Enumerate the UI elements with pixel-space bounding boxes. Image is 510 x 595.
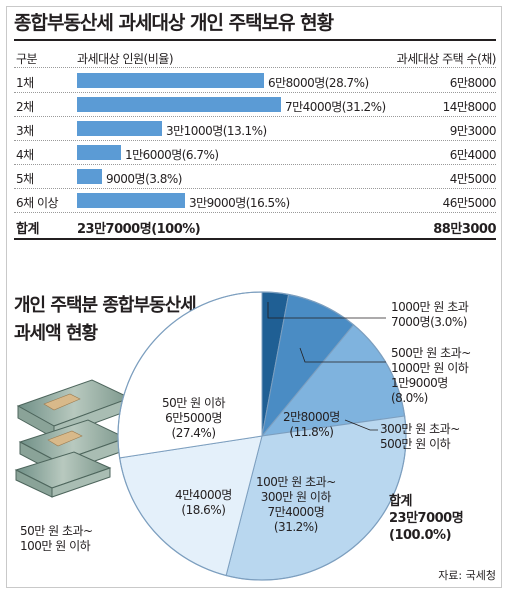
row-label: 1채: [16, 76, 34, 90]
pie-label-3m-5m-range: 300만 원 초과~ 500만 원 이하: [380, 422, 460, 452]
label-line: 7000명(3.0%): [391, 315, 467, 329]
bar-value-label: 1만6000명(6.7%): [125, 148, 219, 162]
pie-label-over-10m: 1000만 원 초과 7000명(3.0%): [391, 300, 469, 330]
row-label: 6채 이상: [16, 196, 59, 210]
bar-value-label: 6만8000명(28.7%): [268, 76, 369, 90]
row-label: 5채: [16, 172, 34, 186]
row-divider: [14, 67, 496, 68]
total-people: 23만7000명(100%): [77, 222, 201, 237]
label-line: 1만9000명: [391, 376, 448, 390]
label-line: 300만 원 이하: [260, 490, 332, 504]
label-line: 7만4000명: [267, 505, 325, 519]
label-line: (27.4%): [171, 426, 216, 440]
pie-label-1m-3m: 100만 원 초과~ 300만 원 이하 7만4000명 (31.2%): [256, 475, 336, 535]
bar-2: [77, 97, 281, 112]
row-divider: [14, 92, 496, 93]
title-rule: [14, 39, 496, 41]
row-label: 4채: [16, 148, 34, 162]
pie-title-line1: 개인 주택분 종합부동산세: [14, 295, 197, 316]
bar-value-label: 9000명(3.8%): [106, 172, 182, 186]
houses-value: 6만8000: [449, 76, 497, 90]
label-line: 1000만 원 이하: [391, 361, 469, 375]
label-line: 6만5000명: [165, 411, 222, 425]
bar-5: [77, 169, 102, 184]
label-line: 23만7000명: [389, 511, 464, 526]
label-line: 합계: [389, 494, 412, 509]
pie-slices: [117, 291, 407, 581]
label-line: 50만 원 초과~: [20, 524, 93, 538]
pie-label-3m-5m-value: 2만8000명 (11.8%): [283, 410, 340, 440]
houses-value: 6만4000: [449, 148, 497, 162]
label-line: (100.0%): [389, 528, 452, 543]
label-line: 300만 원 초과~: [380, 422, 460, 436]
label-line: (18.6%): [181, 503, 226, 517]
label-line: 100만 원 초과~: [256, 475, 336, 489]
pie-leader-lines: [267, 302, 386, 431]
money-bundle-3: [14, 451, 112, 498]
bar-6: [77, 193, 185, 208]
col-header-houses: 과세대상 주택 수(채): [396, 52, 497, 66]
source-note: 자료: 국세청: [438, 569, 496, 582]
label-line: 100만 원 이하: [20, 539, 91, 553]
row-divider: [14, 212, 496, 213]
bar-value-label: 3만9000명(16.5%): [189, 196, 290, 210]
label-line: 500만 원 이하: [380, 437, 451, 451]
houses-value: 9만3000: [449, 124, 497, 138]
label-line: 4만4000명: [175, 488, 232, 502]
row-divider: [14, 164, 496, 165]
pie-label-under-500k: 50만 원 이하 6만5000명 (27.4%): [162, 396, 226, 441]
houses-value: 14만8000: [442, 100, 497, 114]
bar-3: [77, 121, 162, 136]
houses-value: 46만5000: [442, 196, 497, 210]
bar-value-label: 7만4000명(31.2%): [285, 100, 386, 114]
row-label: 3채: [16, 124, 34, 138]
label-line: 50만 원 이하: [162, 396, 226, 410]
bar-value-label: 3만1000명(13.1%): [166, 124, 267, 138]
row-divider: [14, 140, 496, 141]
pie-label-5m-10m: 500만 원 초과~ 1000만 원 이하 1만9000명 (8.0%): [391, 346, 471, 406]
pie-label-500k-1m-range: 50만 원 초과~ 100만 원 이하: [20, 524, 93, 554]
pie-total-label: 합계 23만7000명 (100.0%): [389, 493, 464, 544]
houses-value: 4만5000: [449, 172, 497, 186]
bar-1: [77, 73, 264, 88]
pie-title-line2: 과세액 현황: [14, 323, 98, 344]
label-line: (31.2%): [273, 520, 318, 534]
total-houses: 88만3000: [433, 222, 496, 237]
pie-title: 개인 주택분 종합부동산세 과세액 현황: [14, 292, 197, 348]
leader-line-1: [267, 302, 386, 319]
label-line: 500만 원 초과~: [391, 346, 471, 360]
row-divider: [14, 188, 496, 189]
table-title: 종합부동산세 과세대상 개인 주택보유 현황: [14, 12, 334, 34]
leader-line-3: [344, 419, 378, 431]
money-stack-icon: [14, 379, 132, 498]
label-line: 2만8000명: [283, 410, 340, 424]
col-header-category: 구분: [16, 52, 38, 66]
row-label: 2채: [16, 100, 34, 114]
col-header-people: 과세대상 인원(비율): [77, 52, 174, 66]
table-bottom-rule: [14, 238, 496, 240]
pie-label-500k-1m-value: 4만4000명 (18.6%): [175, 488, 232, 518]
total-label: 합계: [16, 222, 39, 237]
label-line: (11.8%): [289, 425, 334, 439]
bar-4: [77, 145, 121, 160]
label-line: (8.0%): [391, 391, 428, 405]
pie-outline: [117, 291, 407, 581]
row-divider: [14, 116, 496, 117]
label-line: 1000만 원 초과: [391, 300, 469, 314]
leader-line-2: [299, 347, 386, 363]
